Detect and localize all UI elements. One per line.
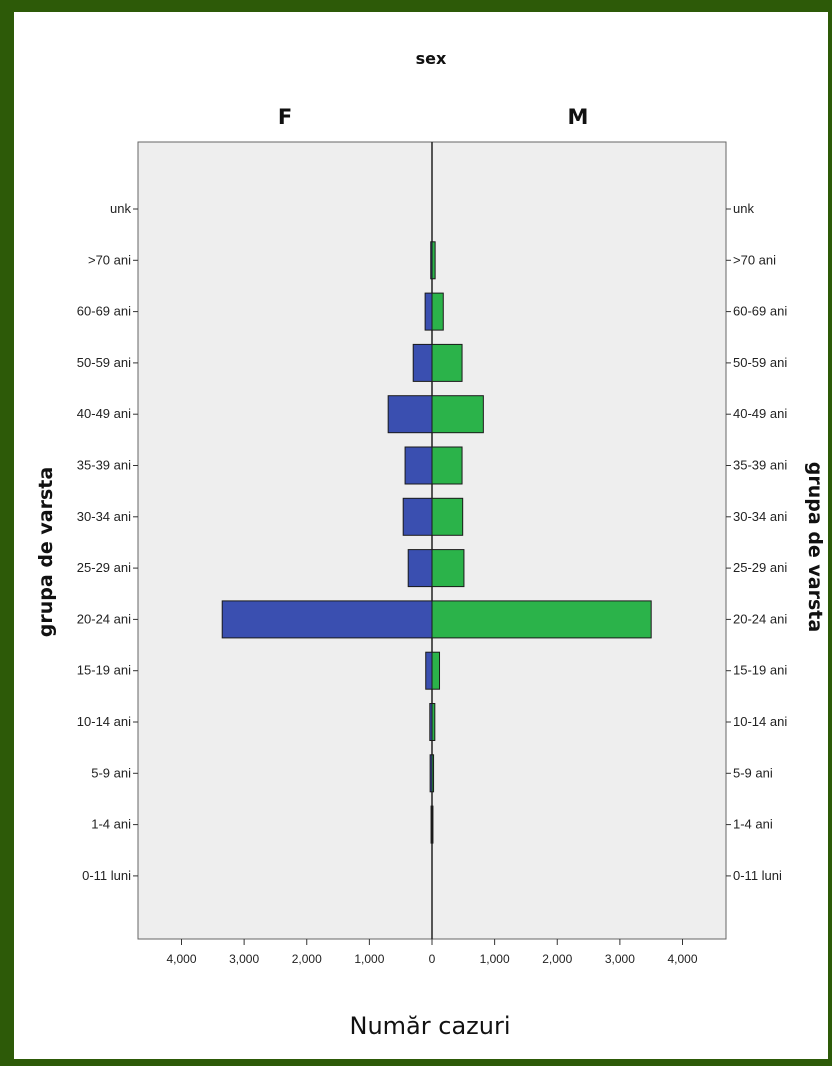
bar-m <box>431 241 436 280</box>
chart-frame: sex F M unk >70 ani 60-69 ani 50-59 ani 40-4… <box>14 12 828 1059</box>
y-tick-label-left: >70 ani <box>88 252 131 267</box>
chart-title: sex <box>416 49 447 68</box>
bar-f <box>387 395 433 434</box>
bar-m <box>431 292 444 331</box>
y-tick-label-right: 10-14 ani <box>733 714 787 729</box>
bar-m <box>431 395 484 434</box>
x-tick-label: 2,000 <box>542 952 572 966</box>
x-tick-label: 4,000 <box>667 952 697 966</box>
bar-f <box>221 600 433 639</box>
y-tick-label-left: 20-24 ani <box>77 611 131 626</box>
bar-f <box>425 651 433 690</box>
panel-label-m: M <box>568 105 589 129</box>
y-tick-label-right: 0-11 luni <box>733 868 782 883</box>
population-pyramid-chart: sex F M unk >70 ani 60-69 ani 50-59 ani 40-4… <box>35 49 826 1040</box>
y-tick-label-left: 10-14 ani <box>77 714 131 729</box>
bar-m <box>431 600 652 639</box>
y-tick-label-left: 30-34 ani <box>77 509 131 524</box>
y-tick-label-left: 15-19 ani <box>77 663 131 678</box>
y-tick-label-right: 50-59 ani <box>733 355 787 370</box>
bar-m <box>431 703 436 741</box>
y-tick-label-right: >70 ani <box>733 252 776 267</box>
x-tick-label: 3,000 <box>605 952 635 966</box>
y-tick-label-right: 40-49 ani <box>733 406 787 421</box>
y-tick-label-left: 5-9 ani <box>91 765 131 780</box>
bar-f <box>404 446 433 485</box>
bar-m <box>431 497 464 536</box>
bar-f <box>402 497 433 536</box>
x-tick-label: 1,000 <box>354 952 384 966</box>
y-axis-label-left: grupa de varsta <box>35 467 57 637</box>
bar-m <box>431 651 441 690</box>
x-axis-label: Număr cazuri <box>350 1012 511 1040</box>
y-tick-label-left: 60-69 ani <box>77 304 131 319</box>
x-tick-label: 3,000 <box>229 952 259 966</box>
x-tick-label: 0 <box>429 952 436 966</box>
y-tick-label-right: 15-19 ani <box>733 663 787 678</box>
y-tick-label-right: unk <box>733 201 754 216</box>
y-tick-label-right: 20-24 ani <box>733 611 787 626</box>
y-tick-label-left: 40-49 ani <box>77 406 131 421</box>
bar-m <box>431 446 463 485</box>
bar-m <box>431 754 435 793</box>
bar-m <box>431 805 434 844</box>
y-axis-label-right: grupa de varsta <box>804 462 826 632</box>
y-tick-label-right: 5-9 ani <box>733 765 773 780</box>
y-tick-label-left: 50-59 ani <box>77 355 131 370</box>
y-tick-label-right: 60-69 ani <box>733 304 787 319</box>
bar-m <box>431 343 463 382</box>
panel-label-f: F <box>278 105 292 129</box>
bar-f <box>407 549 433 588</box>
x-tick-label: 1,000 <box>480 952 510 966</box>
y-tick-label-left: 0-11 luni <box>82 868 131 883</box>
bar-m <box>431 549 465 588</box>
y-tick-label-right: 25-29 ani <box>733 560 787 575</box>
bar-f <box>424 292 433 331</box>
y-tick-label-right: 1-4 ani <box>733 817 773 832</box>
y-tick-label-right: 35-39 ani <box>733 458 787 473</box>
x-tick-label: 2,000 <box>292 952 322 966</box>
y-tick-label-left: 25-29 ani <box>77 560 131 575</box>
bar-f <box>412 343 433 382</box>
y-tick-label-left: 1-4 ani <box>91 817 131 832</box>
y-tick-label-left: unk <box>110 201 131 216</box>
y-tick-label-right: 30-34 ani <box>733 509 787 524</box>
y-tick-label-left: 35-39 ani <box>77 458 131 473</box>
x-tick-label: 4,000 <box>166 952 196 966</box>
